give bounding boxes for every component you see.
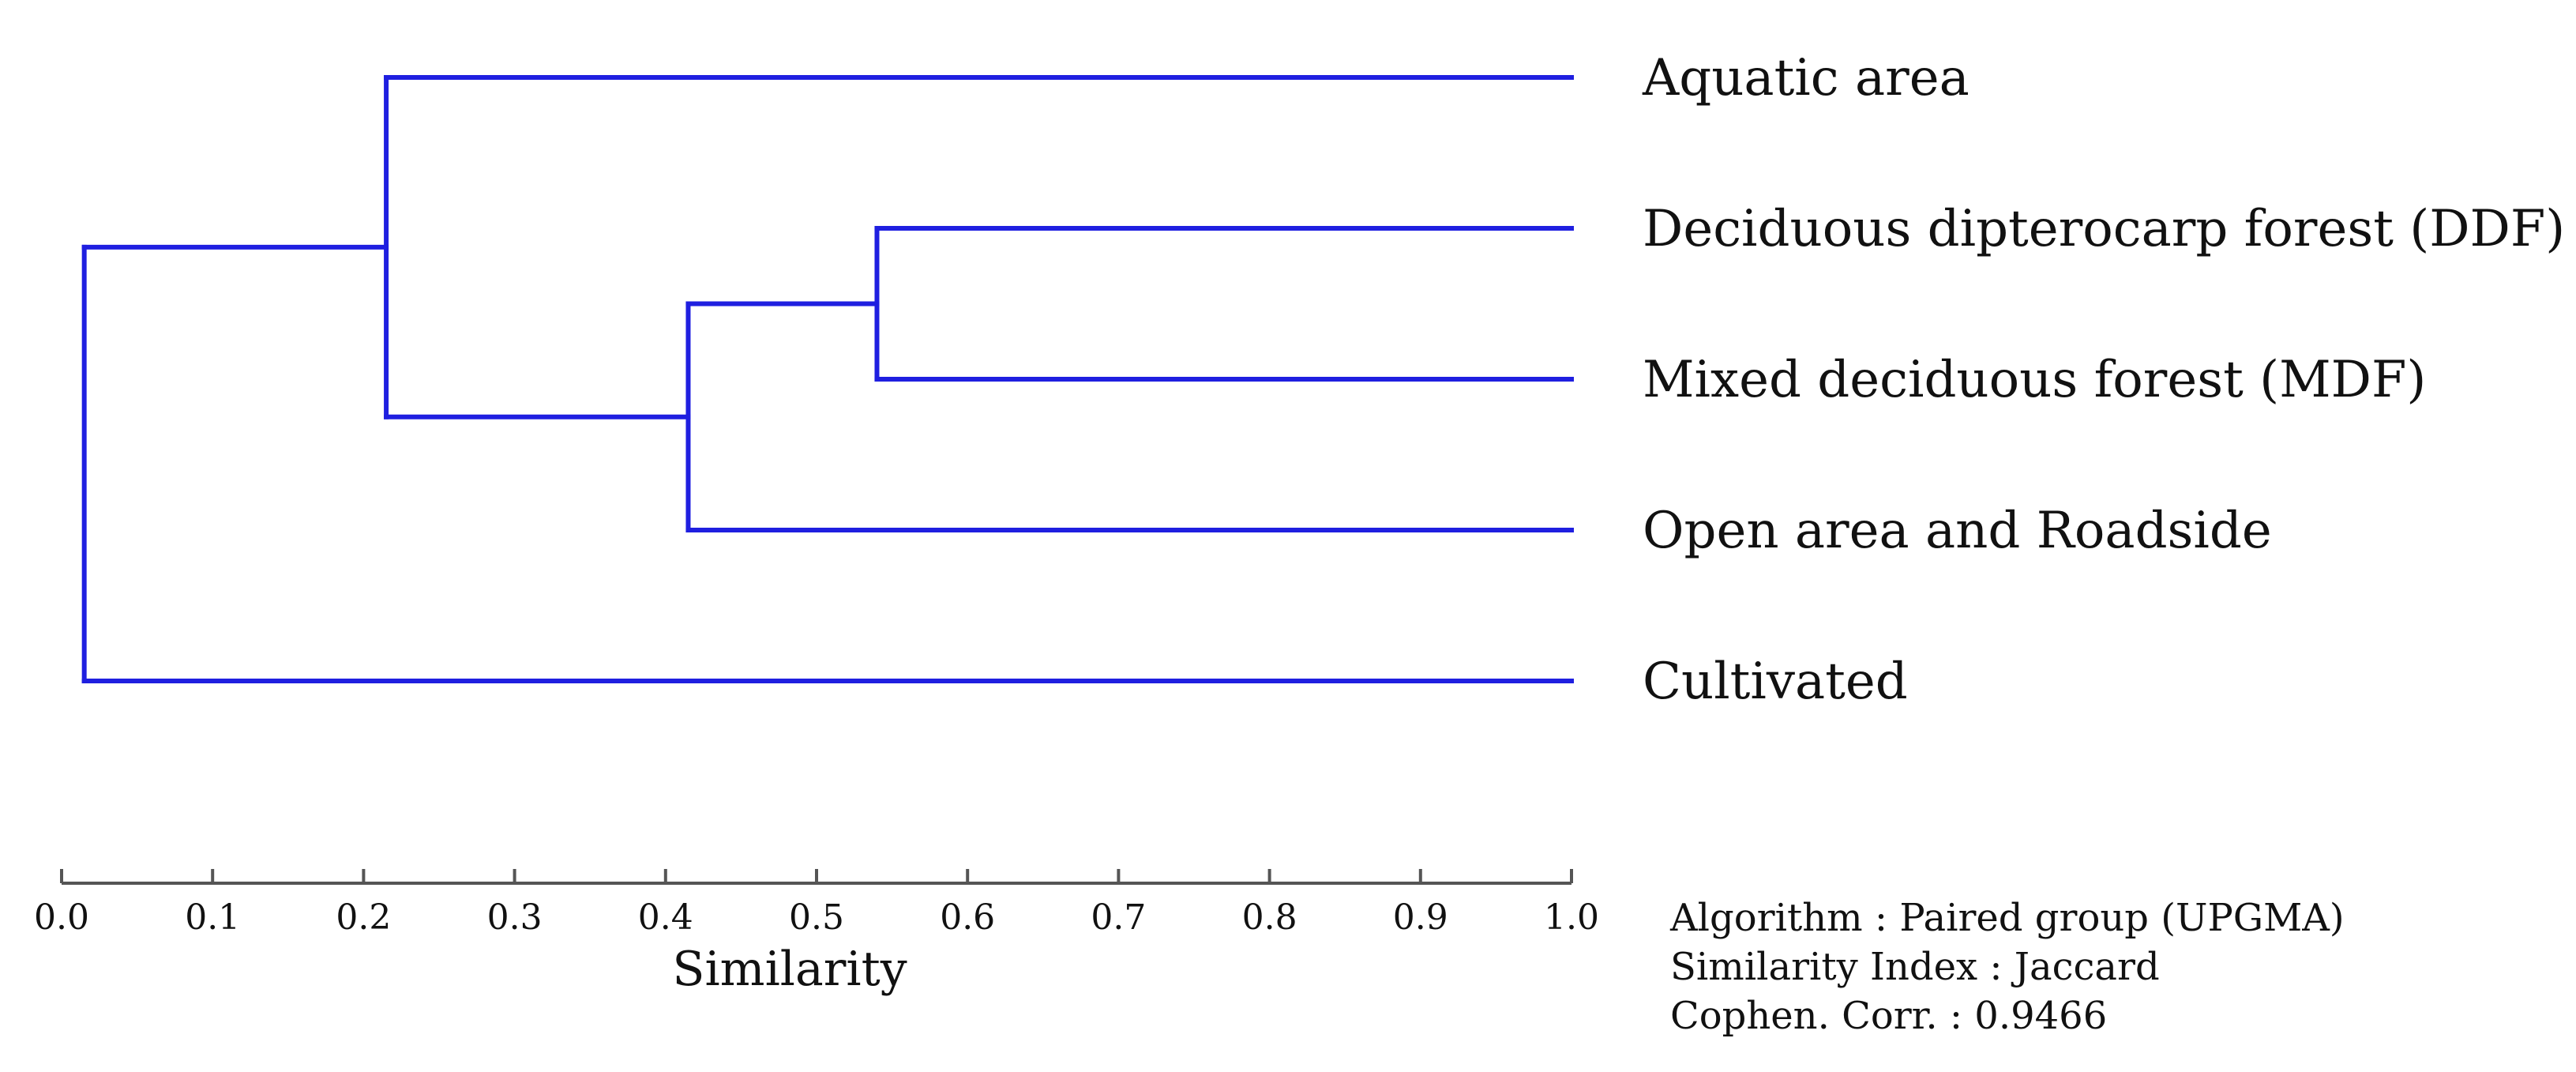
note-cophenetic-correlation: Cophen. Corr. : 0.9466 [1670,994,2107,1038]
axis-title: Similarity [672,942,907,997]
tick-label: 0.4 [638,897,693,938]
leaf-labels: Aquatic area Deciduous dipterocarp forest… [1642,49,2565,711]
tick-label: 0.3 [487,897,543,938]
leaf-label: Mixed deciduous forest (MDF) [1643,351,2426,409]
tick-label: 0.1 [185,897,240,938]
tick-label: 0.5 [789,897,844,938]
tick-label: 0.9 [1393,897,1448,938]
note-algorithm: Algorithm : Paired group (UPGMA) [1669,896,2345,940]
tick-label: 0.7 [1091,897,1146,938]
note-similarity-index: Similarity Index : Jaccard [1670,945,2160,989]
axis-ticks: 0.0 0.1 0.2 0.3 0.4 0.5 0.6 0.7 0.8 0.9 1.0 [34,869,1599,938]
similarity-axis: 0.0 0.1 0.2 0.3 0.4 0.5 0.6 0.7 0.8 0.9 1.0 [34,869,1599,938]
tick-label: 0.6 [940,897,995,938]
tick-label: 0.8 [1242,897,1297,938]
tick-label: 0.2 [336,897,391,938]
leaf-label: Cultivated [1643,653,1908,711]
leaf-label: Open area and Roadside [1643,502,2272,560]
tick-label: 1.0 [1544,897,1599,938]
method-notes: Algorithm : Paired group (UPGMA) Similar… [1669,896,2345,1038]
tick-label: 0.0 [34,897,89,938]
leaf-label: Deciduous dipterocarp forest (DDF) [1643,200,2565,258]
dendrogram-branches [81,75,1574,683]
leaf-label: Aquatic area [1642,49,1970,107]
